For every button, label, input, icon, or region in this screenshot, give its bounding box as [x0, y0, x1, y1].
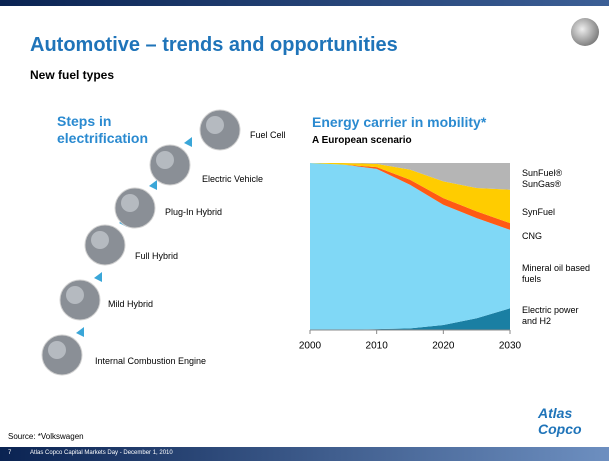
legend-label: SynFuel [522, 207, 594, 218]
legend-label: Electric power and H2 [522, 305, 594, 327]
step-arrow [149, 180, 157, 190]
step-label: Mild Hybrid [108, 299, 153, 309]
x-tick-label: 2030 [499, 341, 522, 352]
step-label: Full Hybrid [135, 251, 178, 261]
step-label: Electric Vehicle [202, 174, 263, 184]
x-tick-label: 2000 [299, 341, 322, 352]
footer-text: Atlas Copco Capital Markets Day - Decemb… [30, 450, 173, 456]
page-number: 7 [8, 450, 11, 456]
source: Source: *Volkswagen [8, 432, 84, 441]
logo: Atlas Copco [538, 405, 609, 437]
step-image-shine [206, 116, 224, 134]
footer-bar: 7 Atlas Copco Capital Markets Day - Dece… [0, 447, 609, 461]
slide: Automotive – trends and opportunities Ne… [0, 0, 609, 461]
step-image-shine [156, 151, 174, 169]
step-image-shine [66, 286, 84, 304]
step-image-shine [48, 341, 66, 359]
step-image-shine [121, 194, 139, 212]
step-label: Fuel Cell [250, 130, 286, 140]
legend-label: Mineral oil based fuels [522, 263, 594, 285]
legend-label: CNG [522, 231, 594, 242]
x-tick-label: 2010 [366, 341, 389, 352]
x-tick-label: 2020 [432, 341, 455, 352]
step-image-shine [91, 231, 109, 249]
step-label: Plug-In Hybrid [165, 207, 222, 217]
step-arrow [94, 272, 102, 282]
step-arrow [184, 137, 192, 147]
chart: 2000 2010 2020 2030 [0, 0, 609, 461]
step-label: Internal Combustion Engine [95, 356, 206, 366]
step-arrow [76, 327, 84, 337]
legend-label: SunFuel® SunGas® [522, 168, 594, 190]
